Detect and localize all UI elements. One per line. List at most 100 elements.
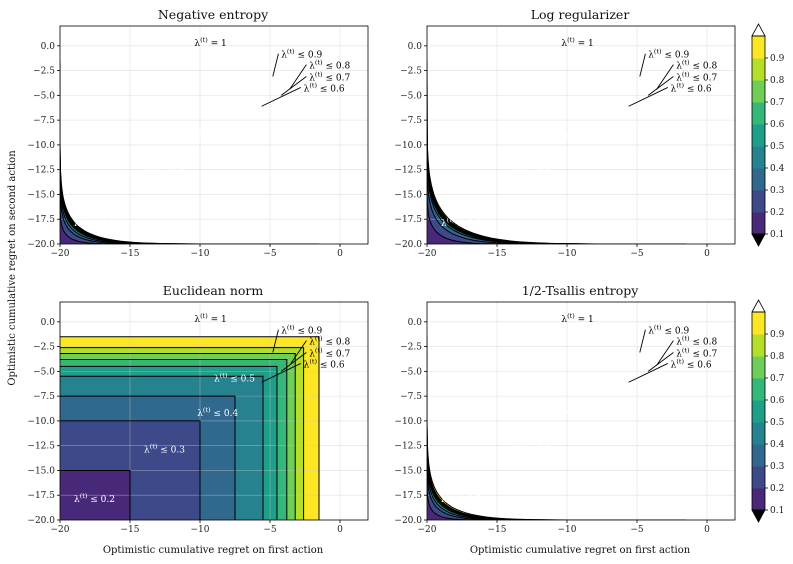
colorbar-band [752,190,765,213]
label-lambda: λ [214,98,220,108]
label-superscript: (t) [567,36,575,44]
label-superscript: (t) [676,81,684,89]
panel-title: 1/2-Tsallis entropy [522,283,640,298]
label-value: ≤ 0.6 [684,360,712,370]
x-tick-label: −5 [630,249,644,259]
colorbar-band [752,356,765,379]
label-value: ≤ 0.7 [323,350,351,360]
contour-line-1 [427,336,686,520]
colorbar-tick-label: 0.8 [770,352,785,362]
annotation-arrow [639,53,646,77]
annotation-arrow [656,64,674,90]
colorbar-band [752,400,765,423]
colorbar-extend-max [751,299,766,313]
x-tick-label: −20 [418,525,437,535]
y-tick-label: −17.5 [394,491,422,501]
y-tick-label: −10.0 [394,417,422,427]
label-lambda: λ [561,39,567,49]
label-value: ≤ 0.2 [454,219,482,229]
contour-label: λ(t) ≤ 0.2 [441,216,482,229]
label-superscript: (t) [80,492,88,500]
colorbar-tick-label: 0.1 [770,230,784,240]
region-lambda-1 [427,26,735,244]
label-superscript: (t) [309,357,317,365]
label-lambda: λ [74,495,80,505]
label-value: ≤ 0.7 [690,350,718,360]
colorbar-extend-max [751,23,766,37]
label-superscript: (t) [200,36,208,44]
label-superscript: (t) [517,167,525,175]
contour-label: λ(t) ≤ 0.4 [197,406,238,419]
contour-line-0.7 [60,359,288,520]
label-superscript: (t) [200,312,208,320]
colorbar-band [752,466,765,489]
label-lambda: λ [511,170,517,180]
contour-label: λ(t) ≤ 0.4 [197,130,238,143]
x-tick-label: −5 [263,249,277,259]
label-superscript: (t) [203,406,211,414]
panel-plot-1: −20 −15 −10 −5 0 0.0 −2.5 −5.0 −7.5 −10.0 −12.5 −15… [394,25,736,259]
contour-label: λ(t) ≤ 0.3 [511,167,552,180]
label-lambda: λ [214,374,220,384]
x-tick-label: −15 [488,249,507,259]
x-tick-label: 0 [704,525,710,535]
y-tick-label: −17.5 [394,215,422,225]
label-value: ≤ 0.9 [662,327,690,337]
annotation-arrow [628,363,668,383]
colorbar-band [752,378,765,401]
colorbar-band [752,488,765,511]
label-value: ≤ 0.3 [157,446,185,456]
colorbar-band [752,168,765,191]
colorbar-band [752,80,765,103]
y-tick-label: −2.5 [33,67,55,77]
label-superscript: (t) [309,81,317,89]
region-lambda-1 [60,26,368,244]
label-value: ≤ 0.8 [323,338,351,348]
label-lambda: λ [281,327,287,337]
label-superscript: (t) [654,324,662,332]
y-tick-label: −7.5 [400,116,422,126]
label-value: ≤ 0.9 [662,51,690,61]
label-value: ≤ 0.5 [227,374,255,384]
plot-area [427,302,735,520]
colorbar-tick-label: 0.9 [770,54,785,64]
band-0 [427,159,546,244]
contour-label: λ(t) ≤ 0.8 [309,59,350,72]
annotation-arrow [261,87,301,107]
label-lambda: λ [561,315,567,325]
contour-label: λ(t) ≤ 0.3 [511,443,552,456]
label-lambda: λ [676,74,682,84]
contour-label: λ(t) ≤ 0.5 [581,95,622,108]
label-superscript: (t) [287,48,295,56]
label-superscript: (t) [315,347,323,355]
contour-line-0.3 [60,420,201,520]
annotation-arrow [280,76,307,96]
y-tick-label: 0.0 [408,318,423,328]
y-tick-label: −7.5 [33,392,55,402]
colorbar-tick-label: 0.5 [770,418,785,428]
panel-plot-2: −20 −15 −10 −5 0 0.0 −2.5 −5.0 −7.5 −10.0 −12.5 −15… [27,301,369,535]
annotation-arrow [656,340,674,366]
label-superscript: (t) [447,492,455,500]
annotation-arrow [639,329,646,353]
label-value: ≤ 0.6 [317,84,345,94]
y-tick-label: 0.0 [408,42,423,52]
plot-area [427,26,735,244]
contour-label: λ(t) ≤ 0.6 [304,357,345,370]
band-1 [427,117,607,244]
label-lambda: λ [304,360,310,370]
x-tick-label: −20 [418,249,437,259]
x-tick-label: −15 [488,525,507,535]
label-value: ≤ 0.2 [87,219,115,229]
y-tick-label: −15.0 [27,190,55,200]
contour-label: λ(t) = 1 [194,36,226,49]
label-lambda: λ [564,409,570,419]
contour-line-0.4 [60,395,236,520]
contour-line-0.2 [427,159,546,244]
panel-title: Euclidean norm [163,283,264,298]
label-lambda: λ [197,133,203,143]
contour-label: λ(t) ≤ 0.5 [214,95,255,108]
colorbar-band [752,312,765,335]
panel-plot-3: −20 −15 −10 −5 0 0.0 −2.5 −5.0 −7.5 −10.0 −12.5 −15… [394,301,736,535]
x-tick-label: 0 [337,525,343,535]
